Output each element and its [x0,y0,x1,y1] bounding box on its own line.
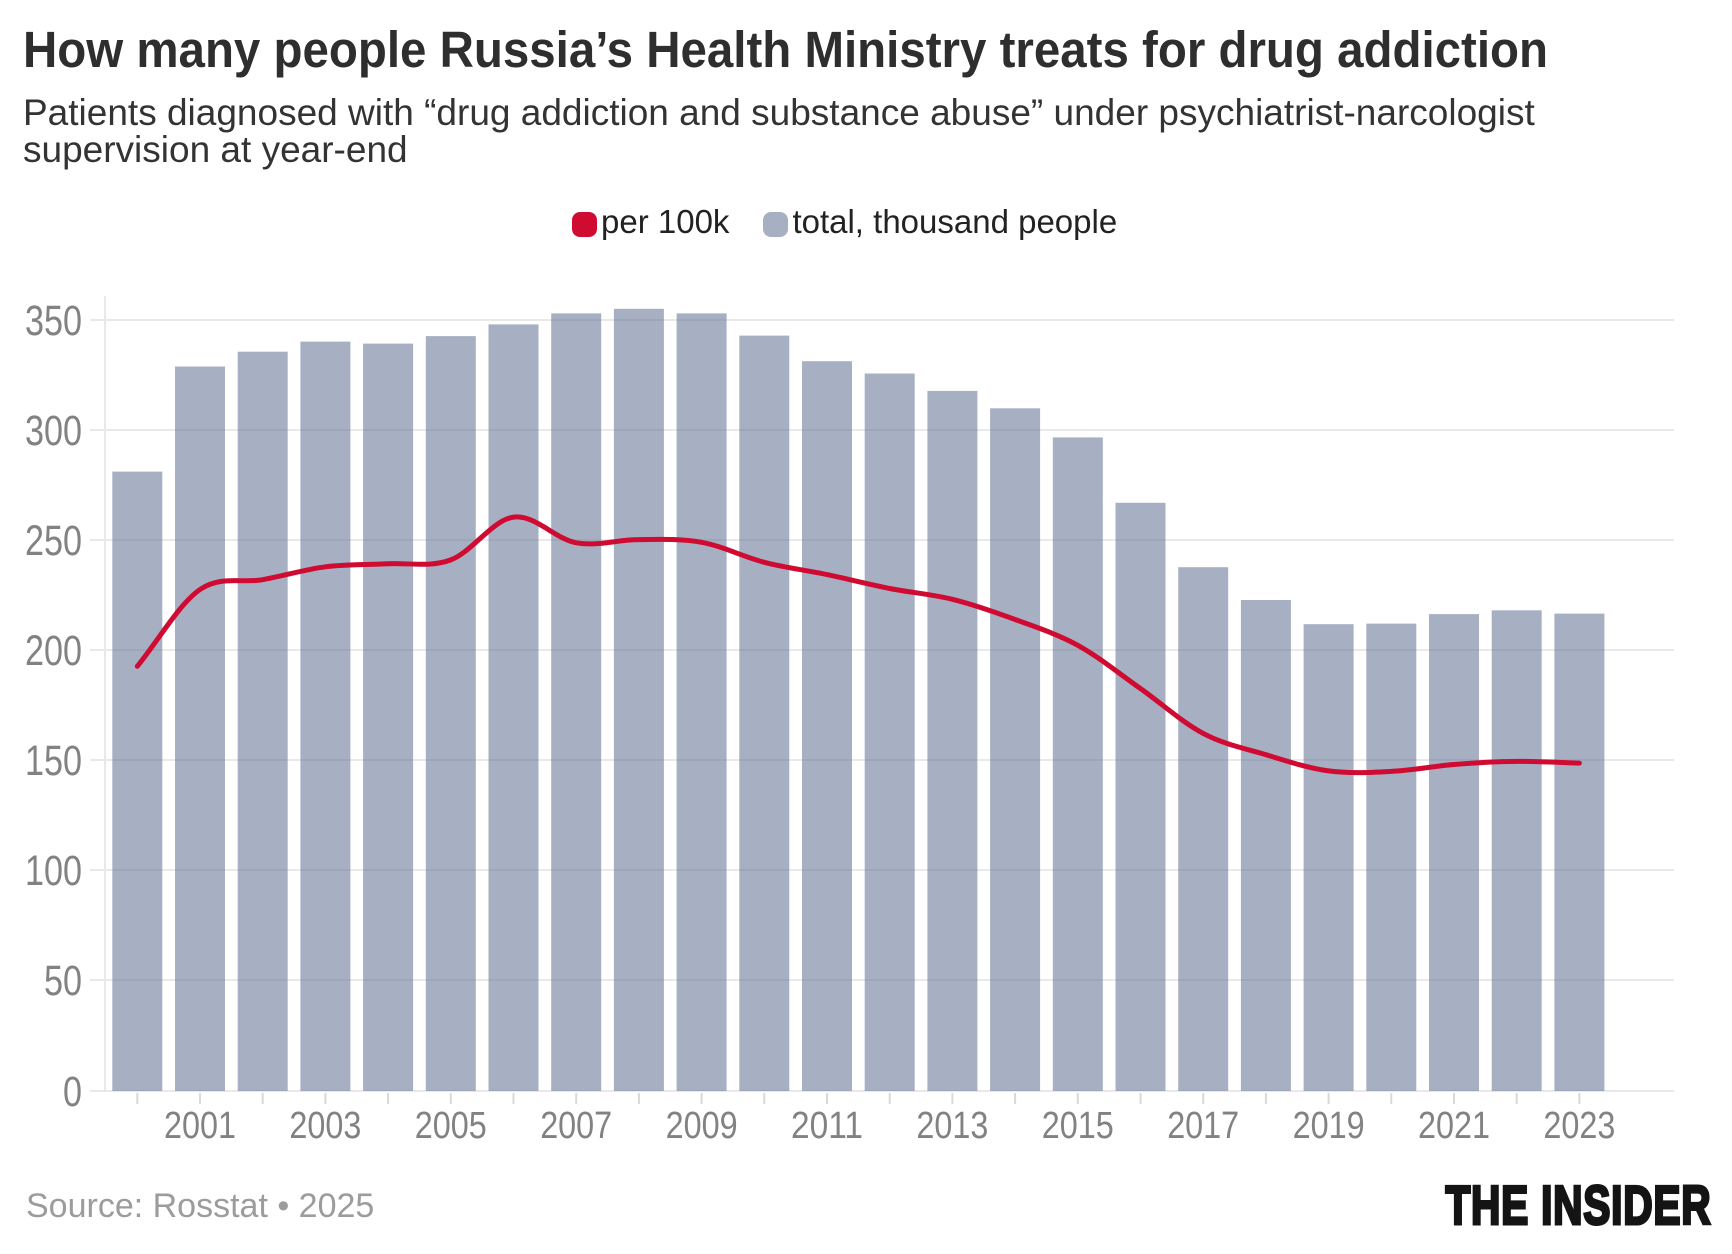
svg-text:200: 200 [25,627,82,675]
svg-text:50: 50 [44,957,82,1005]
svg-text:2005: 2005 [415,1105,487,1147]
svg-text:0: 0 [63,1068,82,1116]
svg-text:2019: 2019 [1293,1105,1365,1147]
svg-text:2021: 2021 [1418,1105,1490,1147]
svg-text:300: 300 [25,407,82,455]
svg-text:350: 350 [25,297,82,345]
svg-text:2003: 2003 [289,1105,361,1147]
svg-text:100: 100 [25,847,82,895]
svg-text:2013: 2013 [916,1105,988,1147]
svg-text:2011: 2011 [791,1105,863,1147]
svg-text:2009: 2009 [666,1105,738,1147]
svg-text:2015: 2015 [1042,1105,1114,1147]
svg-text:2001: 2001 [164,1105,236,1147]
svg-text:2023: 2023 [1543,1105,1615,1147]
svg-text:2007: 2007 [540,1105,612,1147]
svg-text:250: 250 [25,517,82,565]
svg-text:2017: 2017 [1167,1105,1239,1147]
svg-text:150: 150 [25,737,82,785]
